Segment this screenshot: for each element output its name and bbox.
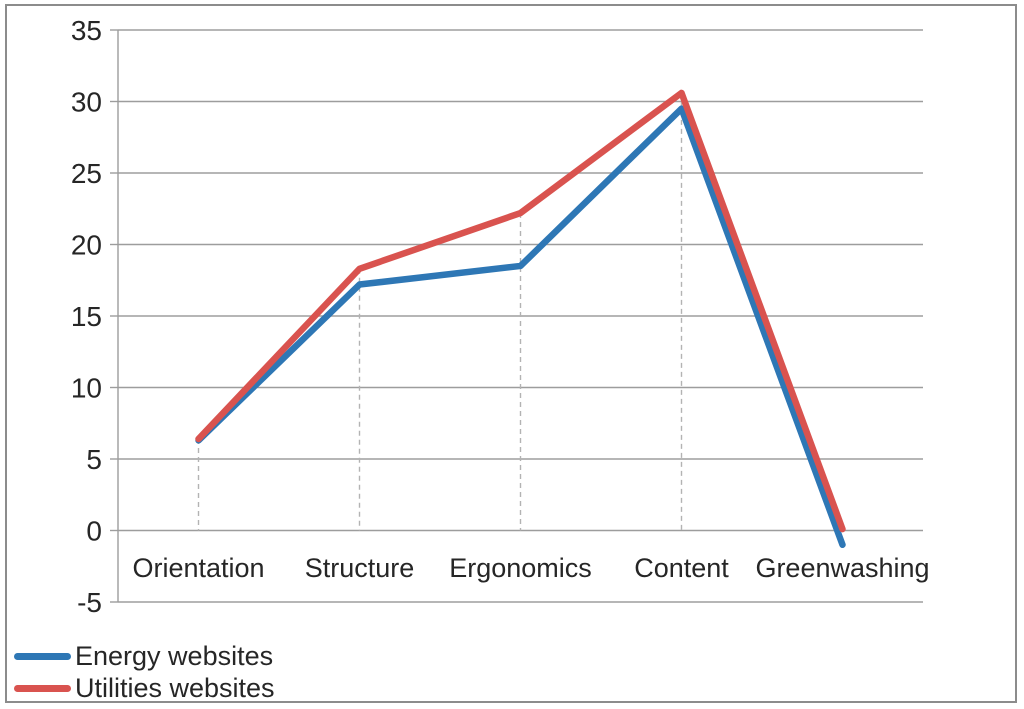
y-tick-label: 15 bbox=[71, 301, 102, 332]
y-tick-label: 20 bbox=[71, 230, 102, 261]
legend-label-utilities-websites: Utilities websites bbox=[75, 673, 275, 703]
category-label: Structure bbox=[305, 553, 415, 583]
y-tick-label: 0 bbox=[86, 516, 102, 547]
legend-item-energy-websites: Energy websites bbox=[14, 641, 275, 671]
y-tick-label: 30 bbox=[71, 87, 102, 118]
category-label: Greenwashing bbox=[755, 553, 929, 583]
y-tick-label: -5 bbox=[77, 587, 102, 618]
y-tick-label: 25 bbox=[71, 158, 102, 189]
y-tick-label: 10 bbox=[71, 373, 102, 404]
chart-frame bbox=[5, 4, 1017, 703]
legend-swatch-energy-websites bbox=[14, 652, 71, 660]
series-line-1 bbox=[195, 89, 846, 533]
legend: Energy websites Utilities websites bbox=[14, 641, 275, 703]
category-label: Content bbox=[634, 553, 729, 583]
series-line-0 bbox=[195, 105, 846, 549]
category-label: Ergonomics bbox=[449, 553, 592, 583]
legend-label-energy-websites: Energy websites bbox=[75, 641, 274, 671]
legend-item-utilities-websites: Utilities websites bbox=[14, 673, 275, 703]
y-tick-label: 35 bbox=[71, 15, 102, 46]
y-tick-label: 5 bbox=[86, 444, 102, 475]
category-label: Orientation bbox=[132, 553, 264, 583]
legend-swatch-utilities-websites bbox=[14, 684, 71, 692]
